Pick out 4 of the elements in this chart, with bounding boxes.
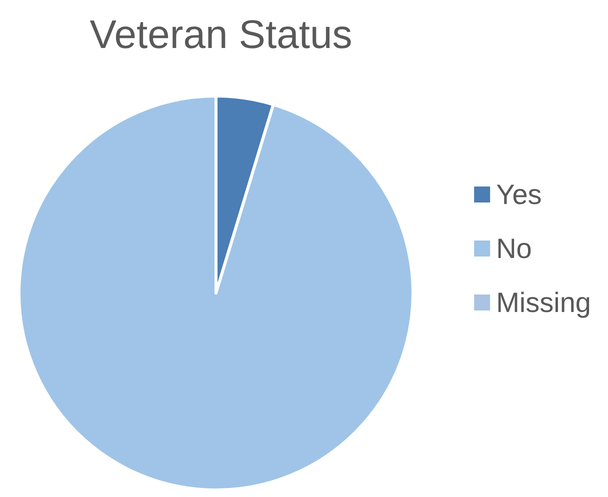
chart-title: Veteran Status	[90, 13, 352, 57]
legend-label: Missing	[496, 287, 592, 318]
legend-label: No	[496, 233, 532, 264]
legend-label: Yes	[496, 179, 542, 210]
